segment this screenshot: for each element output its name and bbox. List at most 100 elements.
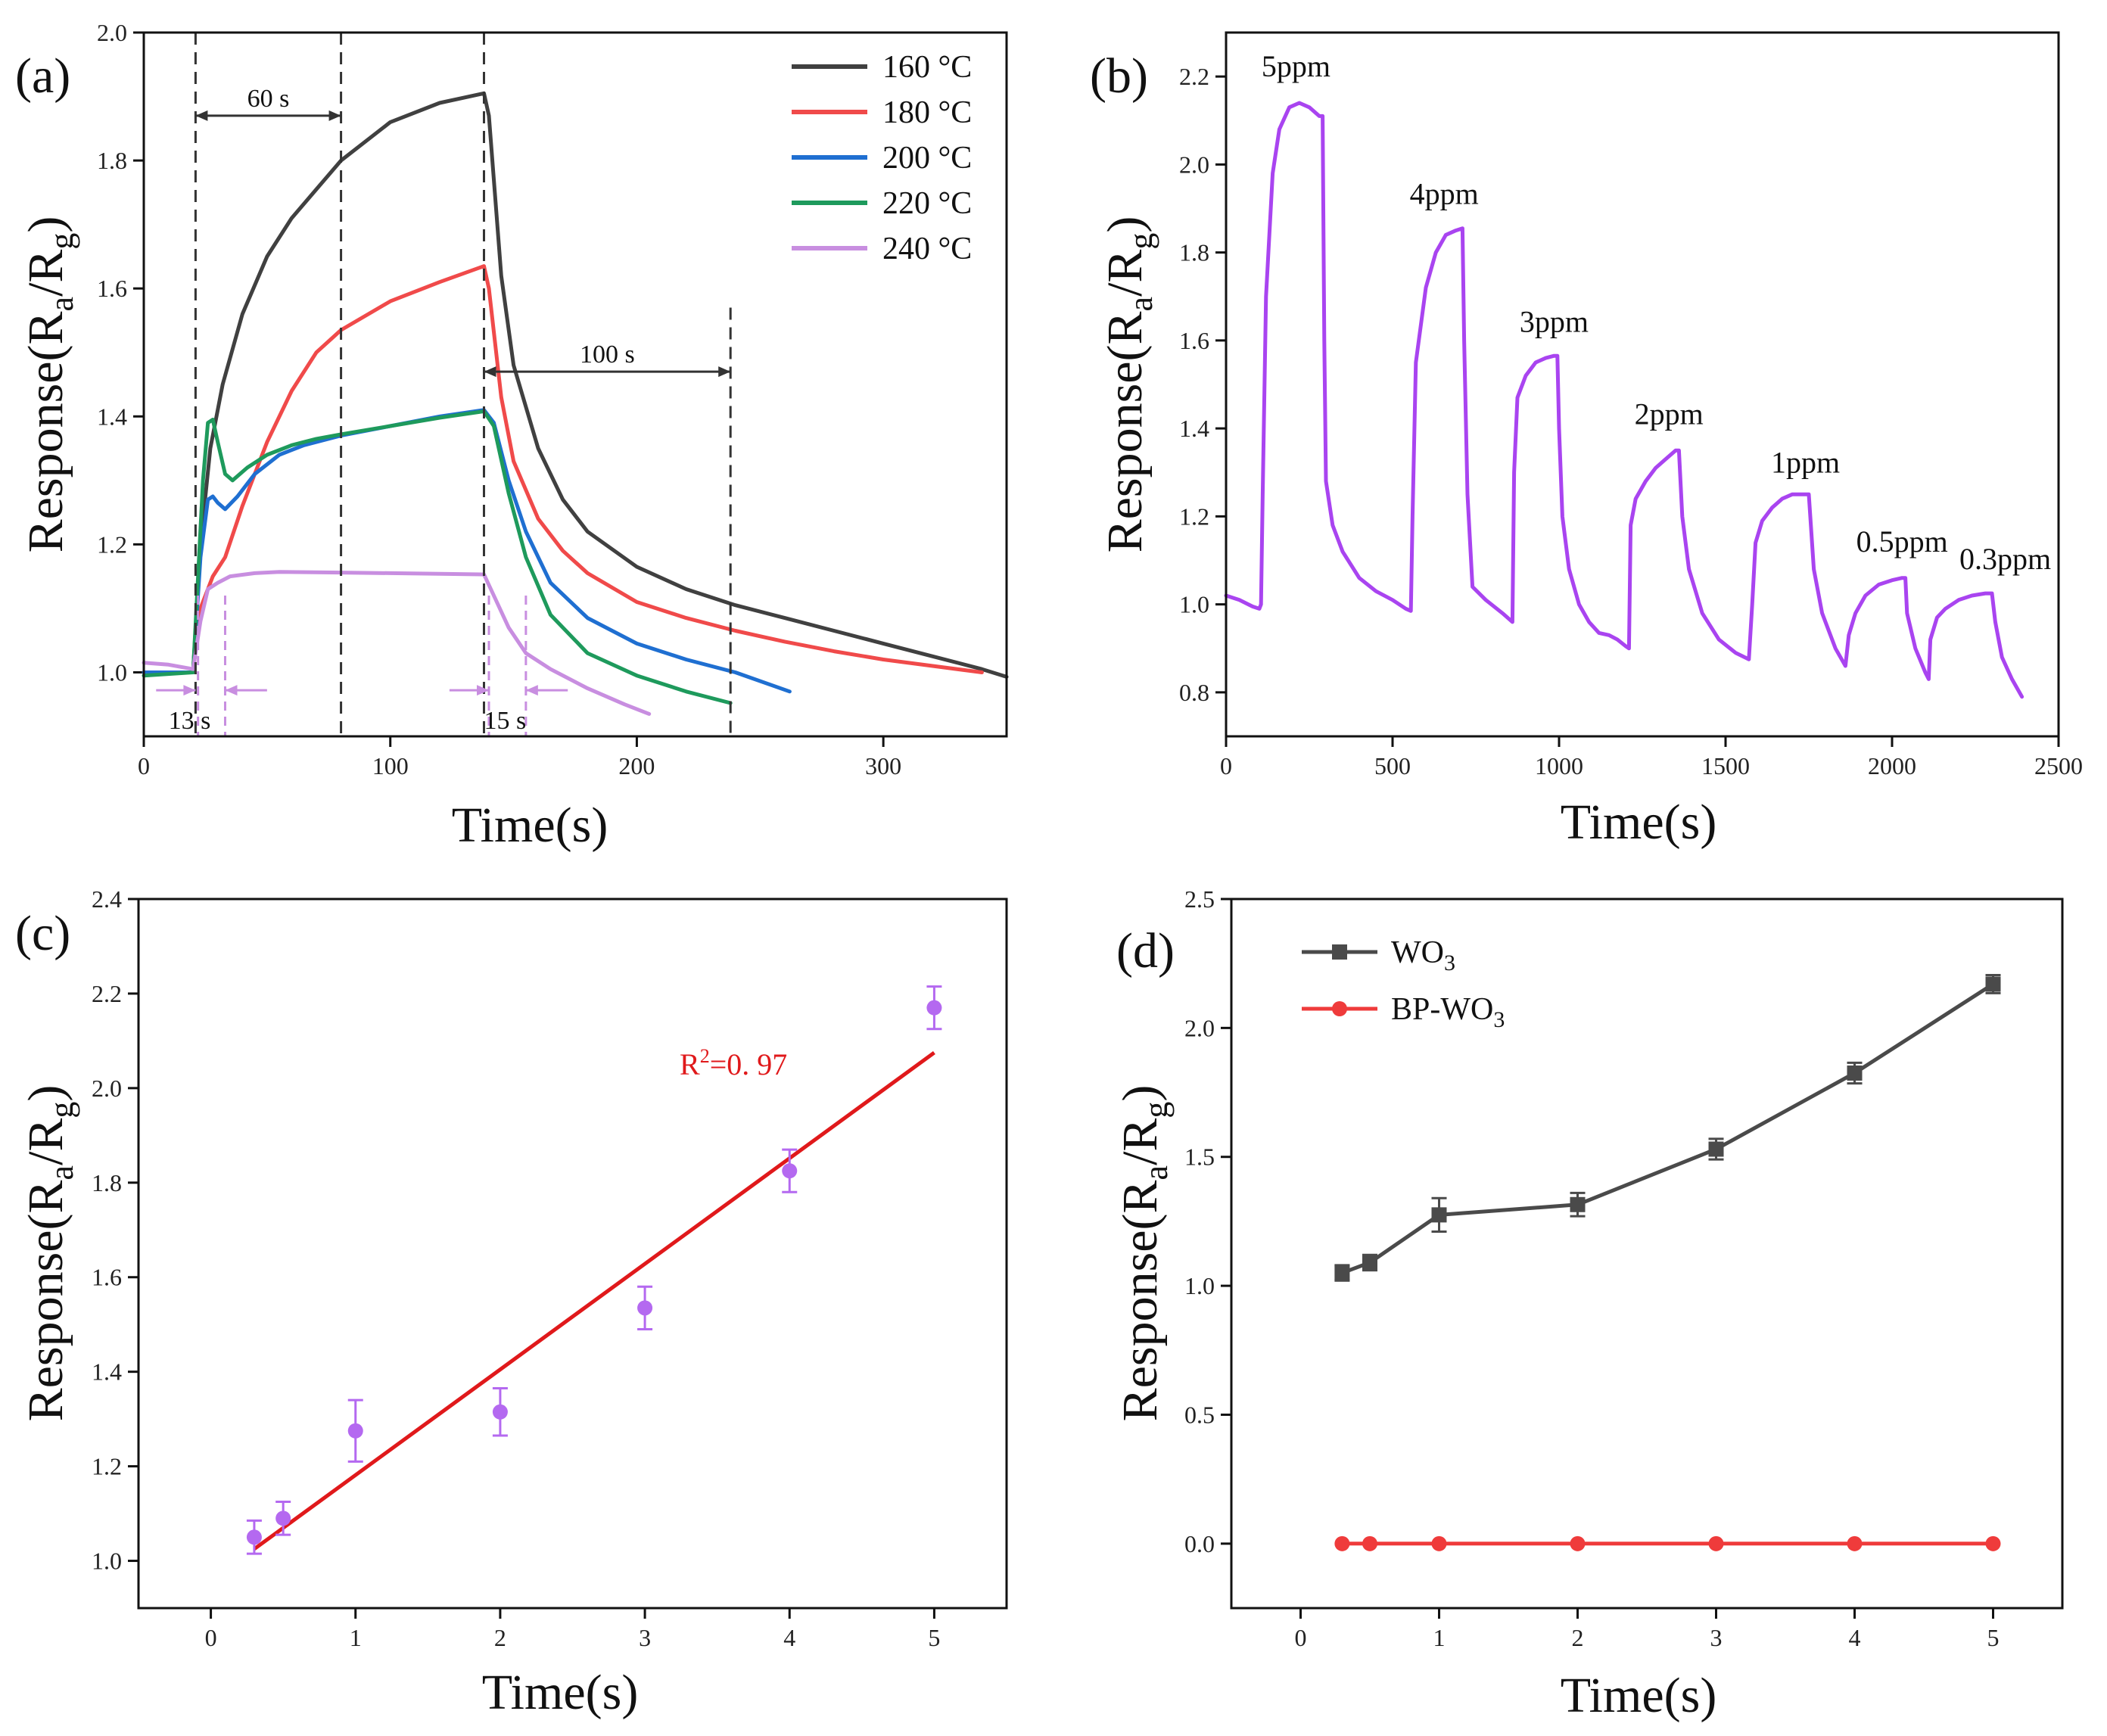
data-point-square bbox=[1334, 1265, 1350, 1281]
data-point-circle bbox=[1847, 1535, 1863, 1551]
data-point-circle bbox=[1362, 1535, 1377, 1551]
panel-c-xtick-label: 0 bbox=[205, 1624, 217, 1651]
panel-c-ytick-label: 1.4 bbox=[92, 1358, 122, 1386]
label-100s: 100 s bbox=[580, 341, 635, 369]
response-arrow-left-arrowhead bbox=[183, 685, 196, 696]
panel-b-ytick-label: 1.2 bbox=[1179, 502, 1209, 530]
panel-a-xtick-label: 0 bbox=[138, 752, 150, 779]
panel-d-axes: 0 1 2 3 4 5 0.0 0.5 1.0 1.5 2.0 2.5 bbox=[1184, 885, 2000, 1651]
legend-marker bbox=[1332, 944, 1347, 960]
panel-d-xtick-label: 0 bbox=[1295, 1624, 1307, 1651]
recovery-arrow-right-arrowhead bbox=[525, 685, 538, 696]
legend-label-c240: 240 °C bbox=[882, 232, 972, 266]
series-line-c240 bbox=[142, 570, 652, 716]
label-15s: 15 s bbox=[484, 707, 526, 735]
data-point bbox=[926, 1000, 942, 1016]
panel-b: (b) 0 500 1000 1500 2000 2500 0.8 1.0 1.2 1.4 1.6 1… bbox=[1090, 31, 2083, 850]
legend-label-c220: 220 °C bbox=[882, 186, 972, 221]
panel-b-xtick-label: 0 bbox=[1220, 752, 1232, 779]
panel-c-ytick-label: 2.0 bbox=[92, 1075, 122, 1102]
panel-d-ytick-label: 2.0 bbox=[1184, 1014, 1215, 1041]
data-point-square bbox=[1847, 1065, 1863, 1081]
panel-a-axes: 0 100 200 300 1.0 1.2 1.4 1.6 1.8 2.0 bbox=[97, 19, 901, 779]
panel-a-xlabel: Time(s) bbox=[452, 798, 608, 853]
panel-c-xtick-label: 3 bbox=[639, 1624, 651, 1651]
panel-d-xtick-label: 1 bbox=[1433, 1624, 1446, 1651]
label-13s: 13 s bbox=[169, 707, 211, 735]
panel-b-axes: 0 500 1000 1500 2000 2500 0.8 1.0 1.2 1.4 1.6 1.8 2.… bbox=[1179, 63, 2083, 779]
panel-a-xtick-label: 200 bbox=[618, 752, 655, 779]
panel-a-xtick-label: 100 bbox=[372, 752, 409, 779]
data-point-square bbox=[1985, 976, 2001, 992]
panel-d-ytick-label: 1.5 bbox=[1184, 1143, 1215, 1171]
panel-b-ylabel: Response(Ra/Rg) bbox=[1097, 216, 1159, 553]
data-point bbox=[246, 1529, 262, 1545]
label-60s: 60 s bbox=[247, 85, 290, 113]
panel-c-frame bbox=[137, 898, 1008, 1610]
legend-label: BP-WO3 bbox=[1391, 992, 1505, 1032]
ppm-label: 1ppm bbox=[1771, 445, 1840, 479]
panel-a-xtick-label: 300 bbox=[865, 752, 901, 779]
panel-d-label: (d) bbox=[1116, 923, 1175, 978]
series-line-purple bbox=[1224, 101, 2025, 699]
panel-a-ytick-label: 1.4 bbox=[97, 403, 127, 430]
data-point bbox=[275, 1510, 291, 1526]
panel-c-series bbox=[246, 985, 942, 1555]
data-point-circle bbox=[1985, 1535, 2001, 1551]
panel-a-series bbox=[142, 91, 1009, 716]
panel-c-xtick-label: 1 bbox=[350, 1624, 362, 1651]
panel-c-axes: 0 1 2 3 4 5 1.0 1.2 1.4 1.6 1.8 2.0 2.2 2.4 bbox=[92, 885, 940, 1651]
legend-label-c200: 200 °C bbox=[882, 141, 972, 176]
panel-d-xtick-label: 5 bbox=[1987, 1624, 2000, 1651]
legend-label: WO3 bbox=[1391, 935, 1455, 975]
series-line-c200 bbox=[142, 408, 792, 694]
data-point bbox=[347, 1423, 363, 1439]
panel-c-label: (c) bbox=[15, 906, 70, 961]
panel-a: (a) 0 100 200 300 1.0 1.2 1.4 1.6 1.8 2.0 60 s 100… bbox=[15, 19, 1009, 853]
span-100s-arrow-arrowhead bbox=[718, 366, 731, 378]
panel-d-ytick-label: 0.0 bbox=[1184, 1530, 1215, 1557]
panel-c-r2: R2=0. 97 bbox=[680, 1045, 787, 1081]
panel-b-ytick-label: 1.0 bbox=[1179, 591, 1209, 618]
panel-c-ytick-label: 2.2 bbox=[92, 980, 122, 1007]
legend-label-main: BP-WO bbox=[1391, 992, 1493, 1027]
data-point-square bbox=[1362, 1255, 1377, 1271]
legend-label-sub: 3 bbox=[1444, 950, 1455, 975]
panel-b-ytick-label: 2.2 bbox=[1179, 63, 1209, 90]
panel-b-frame bbox=[1225, 31, 2060, 738]
panel-b-label: (b) bbox=[1090, 48, 1148, 104]
span-100s-arrow-arrowhead bbox=[484, 366, 496, 378]
panel-d-xtick-label: 4 bbox=[1849, 1624, 1861, 1651]
panel-c: (c) 0 1 2 3 4 5 1.0 1.2 1.4 1.6 1.8 2.0 2.2 2.4 R2=0.… bbox=[15, 885, 1008, 1720]
panel-d-xlabel: Time(s) bbox=[1561, 1668, 1717, 1723]
panel-c-ylabel: Response(Ra/Rg) bbox=[18, 1085, 80, 1422]
panel-c-ytick-label: 1.6 bbox=[92, 1264, 122, 1291]
panel-a-ytick-label: 1.8 bbox=[97, 147, 127, 174]
ppm-label: 4ppm bbox=[1410, 177, 1479, 211]
panel-d-xtick-label: 2 bbox=[1572, 1624, 1584, 1651]
ppm-label: 2ppm bbox=[1635, 397, 1704, 431]
ppm-label: 0.3ppm bbox=[1959, 542, 2051, 576]
panel-c-ytick-label: 1.0 bbox=[92, 1548, 122, 1575]
fit-line bbox=[253, 1050, 935, 1551]
panel-c-xtick-label: 5 bbox=[928, 1624, 940, 1651]
panel-d-series bbox=[1334, 974, 2001, 1551]
panel-b-ytick-label: 1.4 bbox=[1179, 415, 1209, 442]
panel-a-ytick-label: 1.6 bbox=[97, 275, 127, 302]
legend-label-sub: 3 bbox=[1493, 1007, 1505, 1032]
panel-a-frame bbox=[142, 31, 1008, 738]
span-60s-arrow-arrowhead bbox=[195, 110, 208, 121]
data-point-square bbox=[1708, 1141, 1724, 1157]
data-point bbox=[492, 1404, 508, 1420]
panel-c-xtick-label: 2 bbox=[494, 1624, 506, 1651]
panel-a-annotations: 60 s 100 s 13 s 15 s bbox=[156, 33, 732, 736]
span-60s-arrow-arrowhead bbox=[328, 110, 341, 121]
panel-b-xtick-label: 1500 bbox=[1701, 752, 1750, 779]
panel-b-ytick-label: 1.6 bbox=[1179, 327, 1209, 354]
panel-d-ytick-label: 1.0 bbox=[1184, 1272, 1215, 1299]
panel-a-ytick-label: 2.0 bbox=[97, 19, 127, 46]
panel-d-ytick-label: 2.5 bbox=[1184, 885, 1215, 913]
